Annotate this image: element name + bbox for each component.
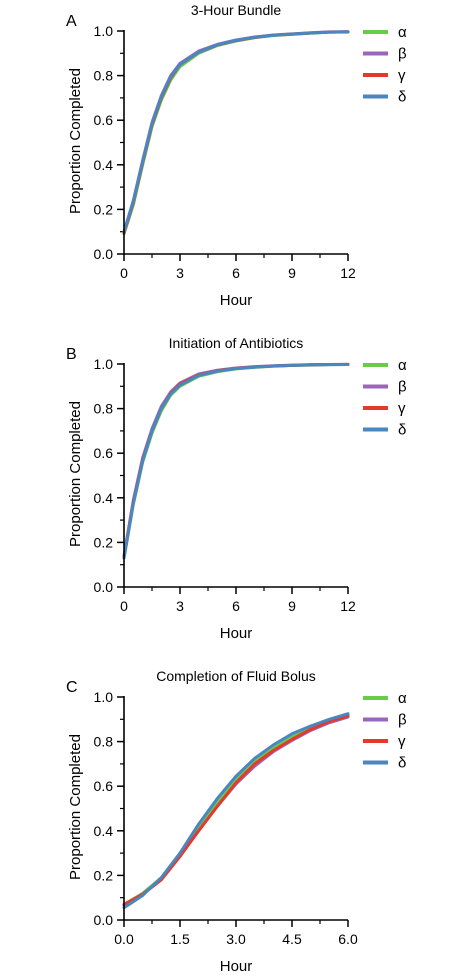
series-line-alpha: [122, 713, 350, 906]
chart-title: Completion of Fluid Bolus: [156, 668, 316, 684]
y-tick-label: 0.2: [94, 867, 114, 883]
x-axis-label: Hour: [220, 625, 253, 642]
y-axis-label: Proportion Completed: [67, 68, 84, 214]
x-tick-label: 9: [288, 598, 296, 614]
tick-group: 0.0 0.2 0.4 0.6 0.8 1.0 0.0 1.5 3.0 4.5 6.0: [94, 689, 358, 947]
x-tick-label: 4.5: [282, 931, 302, 947]
series-line-beta: [122, 362, 350, 558]
series-lines: [122, 712, 350, 910]
y-axis-label: Proportion Completed: [67, 734, 84, 880]
series-line-delta: [122, 30, 350, 234]
y-tick-label: 0.6: [94, 445, 114, 461]
series-line-alpha: [122, 30, 350, 236]
panel-b: B Initiation of Antibiotics Proportion C…: [66, 335, 407, 642]
legend-label: β: [398, 712, 407, 729]
chart-title: Initiation of Antibiotics: [169, 335, 304, 351]
axes: [123, 363, 348, 588]
x-axis-label: Hour: [220, 292, 253, 309]
panel-c: C Completion of Fluid Bolus Proportion C…: [66, 668, 407, 975]
x-tick-label: 0: [120, 598, 128, 614]
panel-label: A: [66, 13, 77, 30]
x-tick-label: 6: [232, 598, 240, 614]
legend-label: β: [398, 379, 407, 396]
legend-label: δ: [398, 422, 406, 439]
tick-group: 0.0 0.2 0.4 0.6 0.8 1.0 0 3 6 9 12: [94, 23, 356, 281]
y-tick-label: 0.0: [94, 579, 114, 595]
series-line-gamma: [122, 30, 350, 235]
x-axis-label: Hour: [220, 958, 253, 975]
y-axis-label: Proportion Completed: [67, 401, 84, 547]
y-tick-label: 0.0: [94, 912, 114, 928]
panel-label: B: [66, 346, 77, 363]
series-lines: [122, 362, 350, 560]
x-tick-label: 3: [176, 265, 184, 281]
x-tick-label: 0: [120, 265, 128, 281]
series-lines: [122, 30, 350, 236]
series-line-delta: [122, 362, 350, 560]
x-tick-label: 6: [232, 265, 240, 281]
panel-a: A 3-Hour Bundle Proportion Completed Hou…: [66, 2, 407, 309]
legend-label: α: [398, 357, 407, 374]
legend-label: α: [398, 690, 407, 707]
series-line-delta: [122, 712, 350, 910]
x-tick-label: 3.0: [226, 931, 246, 947]
series-line-alpha: [122, 362, 350, 560]
legend-label: δ: [398, 755, 406, 772]
y-tick-label: 0.2: [94, 201, 114, 217]
y-tick-label: 0.8: [94, 68, 114, 84]
legend-label: α: [398, 24, 407, 41]
y-tick-label: 1.0: [94, 689, 114, 705]
y-tick-label: 0.6: [94, 112, 114, 128]
y-tick-label: 1.0: [94, 356, 114, 372]
series-line-gamma: [122, 714, 350, 906]
y-tick-label: 0.6: [94, 778, 114, 794]
y-tick-label: 0.8: [94, 401, 114, 417]
x-tick-label: 12: [340, 265, 356, 281]
x-tick-label: 1.5: [170, 931, 190, 947]
y-tick-label: 0.4: [94, 823, 114, 839]
y-tick-label: 0.8: [94, 734, 114, 750]
chart-title: 3-Hour Bundle: [191, 2, 281, 18]
x-tick-label: 3: [176, 598, 184, 614]
x-tick-label: 12: [340, 598, 356, 614]
y-tick-label: 0.4: [94, 157, 114, 173]
y-tick-label: 1.0: [94, 23, 114, 39]
y-tick-label: 0.2: [94, 534, 114, 550]
y-tick-label: 0.4: [94, 490, 114, 506]
legend-label: δ: [398, 89, 406, 106]
series-line-beta: [122, 30, 350, 234]
y-tick-label: 0.0: [94, 246, 114, 262]
panel-label: C: [66, 679, 78, 696]
series-line-beta: [122, 715, 350, 907]
tick-group: 0.0 0.2 0.4 0.6 0.8 1.0 0 3 6 9 12: [94, 356, 356, 614]
legend-label: γ: [398, 400, 406, 417]
axes: [123, 30, 348, 255]
legend-label: β: [398, 46, 407, 63]
legend-label: γ: [398, 67, 406, 84]
series-line-gamma: [122, 362, 350, 559]
x-tick-label: 0.0: [114, 931, 134, 947]
legend-label: γ: [398, 733, 406, 750]
axes: [123, 696, 348, 921]
x-tick-label: 6.0: [338, 931, 358, 947]
x-tick-label: 9: [288, 265, 296, 281]
